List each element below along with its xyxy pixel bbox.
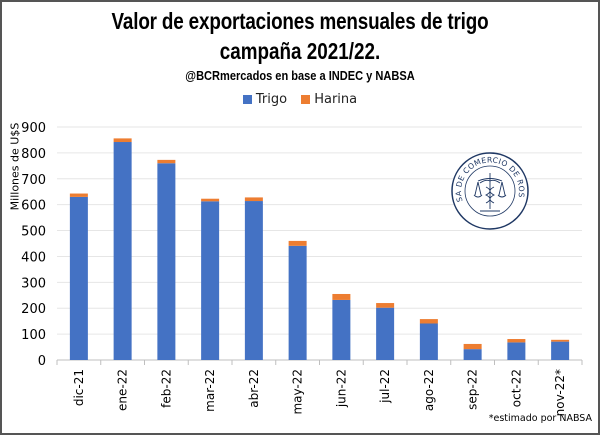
footnote: *estimado por NABSA xyxy=(488,413,592,424)
bar-harina xyxy=(463,343,482,350)
x-tick-label: dic-21 xyxy=(72,369,86,406)
chart-title: Valor de exportaciones mensuales de trig… xyxy=(111,8,489,34)
x-tick-label: feb-22 xyxy=(159,369,173,408)
y-tick-label: 100 xyxy=(21,328,46,343)
legend-label-harina: Harina xyxy=(314,92,358,107)
y-tick-label: 300 xyxy=(21,276,46,291)
bar-harina xyxy=(419,319,438,324)
y-tick-label: 0 xyxy=(38,354,46,369)
bar-harina xyxy=(157,159,176,164)
legend-item-trigo: Trigo xyxy=(242,92,288,107)
y-tick-label: 500 xyxy=(21,225,46,240)
bar-trigo xyxy=(244,201,263,360)
bar-trigo xyxy=(113,142,132,360)
y-tick-label: 600 xyxy=(21,199,46,214)
x-tick-label: mar-22 xyxy=(203,369,217,412)
bar-harina xyxy=(201,198,220,202)
bar-trigo xyxy=(157,163,176,360)
y-tick-label: 900 xyxy=(21,121,46,136)
x-tick-label: oct-22 xyxy=(509,369,523,407)
chart-title-line2: campaña 2021/22. xyxy=(219,38,381,64)
bar-trigo xyxy=(201,201,220,360)
x-tick-label: sep-22 xyxy=(466,369,480,410)
bar-trigo xyxy=(419,323,438,360)
legend-item-harina: Harina xyxy=(301,92,357,107)
bar-trigo xyxy=(551,341,570,360)
legend-swatch-trigo xyxy=(242,95,252,104)
x-tick-label: ago-22 xyxy=(422,369,436,411)
bar-trigo xyxy=(507,342,526,360)
legend-label-trigo: Trigo xyxy=(255,92,288,107)
x-tick-label: nov-22* xyxy=(553,369,567,416)
bar-harina xyxy=(507,339,526,343)
y-tick-label: 800 xyxy=(21,147,46,162)
bar-trigo xyxy=(288,245,307,360)
y-tick-label: 400 xyxy=(21,250,46,265)
bar-harina xyxy=(69,193,88,197)
bar-trigo xyxy=(69,196,88,360)
bar-harina xyxy=(113,138,132,143)
bar-harina xyxy=(376,303,395,308)
y-tick-label: 200 xyxy=(21,302,46,317)
bar-harina xyxy=(288,240,307,246)
legend: Trigo Harina xyxy=(2,92,598,108)
x-tick-label: ene-22 xyxy=(116,369,130,411)
x-tick-label: may-22 xyxy=(291,369,305,415)
bar-trigo xyxy=(463,349,482,360)
bar-harina xyxy=(332,293,351,300)
bar-trigo xyxy=(376,307,395,360)
legend-swatch-harina xyxy=(301,95,311,104)
x-tick-label: abr-22 xyxy=(247,369,261,408)
y-tick-label: 700 xyxy=(21,173,46,188)
x-tick-label: jun-22 xyxy=(334,369,348,408)
x-tick-label: jul-22 xyxy=(378,369,392,404)
chart-subtitle: @BCRmercados en base a INDEC y NABSA xyxy=(185,68,415,83)
bar-trigo xyxy=(332,299,351,360)
bar-harina xyxy=(244,197,263,202)
bar-harina xyxy=(551,339,570,342)
bcr-seal-logo: BOLSA DE COMERCIO DE ROSARIO xyxy=(450,151,529,230)
